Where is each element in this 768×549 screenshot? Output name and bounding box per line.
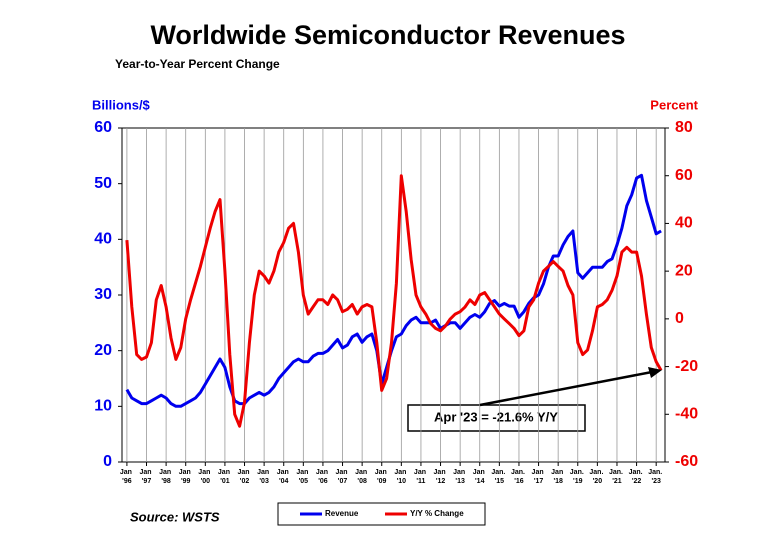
y-tick-label: 30 [94, 286, 112, 303]
x-tick-label: Jan '14 [473, 469, 487, 485]
x-tick-label: Jan. '16 [511, 469, 527, 485]
y2-axis-title: Percent [650, 97, 698, 112]
y2-tick-label: -20 [675, 358, 698, 375]
x-tick-label: Jan '08 [355, 469, 369, 485]
chart-subtitle: Year-to-Year Percent Change [115, 57, 280, 71]
annotation-box [407, 404, 586, 432]
x-tick-label: Jan. '23 [648, 469, 664, 485]
x-tick-label: Jan '04 [277, 469, 291, 485]
y2-tick-label: -60 [675, 453, 698, 470]
annotation-arrow [479, 370, 653, 407]
y-tick-label: 40 [94, 231, 112, 248]
y2-tick-label: 0 [675, 310, 684, 327]
x-tick-label: Jan '12 [434, 469, 448, 485]
x-tick-label: Jan '02 [238, 469, 252, 485]
x-tick-label: Jan '18 [551, 469, 565, 485]
x-tick-label: Jan. '15 [491, 469, 507, 485]
x-tick-label: Jan '09 [375, 469, 389, 485]
legend-label: Y/Y % Change [410, 509, 464, 518]
x-tick-label: Jan '10 [394, 469, 408, 485]
y2-tick-label: -40 [675, 406, 698, 423]
x-tick-label: Jan. '21 [609, 469, 625, 485]
y-tick-label: 0 [103, 453, 112, 470]
x-tick-label: Jan '99 [179, 469, 193, 485]
x-tick-label: Jan '06 [316, 469, 330, 485]
x-tick-label: Jan. '20 [589, 469, 605, 485]
legend-box [277, 502, 486, 526]
x-tick-label: Jan '11 [414, 469, 428, 485]
series-line [125, 174, 663, 428]
x-tick-label: Jan '05 [296, 469, 310, 485]
chart-title: Worldwide Semiconductor Revenues [150, 20, 625, 50]
x-tick-label: Jan '97 [139, 469, 153, 485]
y2-tick-label: 80 [675, 119, 693, 136]
x-tick-label: Jan '98 [159, 469, 173, 485]
x-tick-label: Jan '01 [218, 469, 232, 485]
x-tick-label: Jan '03 [257, 469, 271, 485]
x-tick-label: Jan '13 [453, 469, 467, 485]
x-tick-label: Jan '00 [198, 469, 212, 485]
y-tick-label: 60 [94, 119, 112, 136]
legend-label: Revenue [325, 509, 359, 518]
x-tick-label: Jan '07 [336, 469, 350, 485]
plot-layer: Jan '96 Jan '97 Jan '98 Jan '99 Jan '00 Jan '… [94, 119, 698, 518]
y-tick-label: 10 [94, 398, 112, 415]
y2-tick-label: 20 [675, 262, 693, 279]
x-tick-label: Jan '17 [532, 469, 546, 485]
annotation-arrowhead [648, 367, 662, 378]
y-tick-label: 50 [94, 175, 112, 192]
y-tick-label: 20 [94, 342, 112, 359]
series-line [125, 173, 662, 408]
y2-tick-label: 40 [675, 215, 693, 232]
y-axis-title: Billions/$ [92, 97, 151, 112]
annotation: Apr '23 = -21.6% Y/Y [434, 409, 558, 424]
x-tick-label: Jan '96 [120, 469, 134, 485]
x-tick-label: Jan. '22 [629, 469, 645, 485]
source: Source: WSTS [130, 509, 220, 524]
x-tick-label: Jan. '19 [570, 469, 586, 485]
y2-tick-label: 60 [675, 167, 693, 184]
